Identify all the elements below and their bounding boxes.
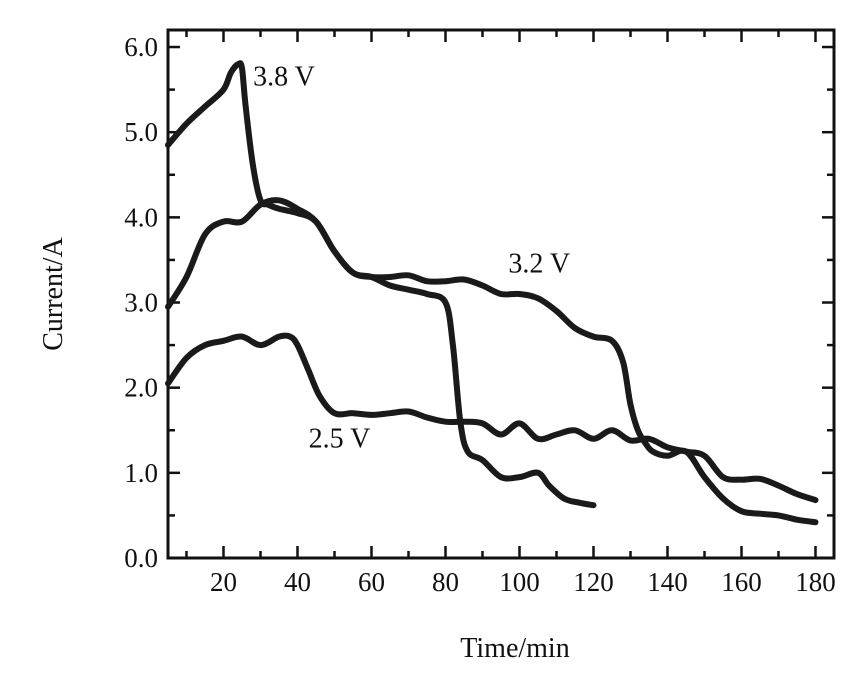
y-tick-label: 5.0 xyxy=(124,117,158,147)
series-label: 2.5 V xyxy=(309,423,371,454)
x-tick-label: 100 xyxy=(499,567,540,597)
y-tick-label: 3.0 xyxy=(124,288,158,318)
x-axis-title: Time/min xyxy=(460,633,569,664)
y-axis-title: Current/A xyxy=(38,236,69,350)
x-tick-label: 160 xyxy=(721,567,762,597)
y-tick-label: 0.0 xyxy=(124,543,158,573)
series-lines xyxy=(165,60,819,526)
x-tick-label: 120 xyxy=(573,567,614,597)
series-labels: 3.8 V 3.2 V 2.5 V xyxy=(253,61,570,454)
x-tick-label: 80 xyxy=(432,567,459,597)
axis-ticks xyxy=(168,30,834,560)
x-tick-label: 20 xyxy=(210,567,237,597)
y-tick-label: 6.0 xyxy=(124,32,158,62)
x-tick-label: 140 xyxy=(647,567,688,597)
x-tick-label: 40 xyxy=(284,567,311,597)
axis-tick-labels: 20 40 60 80 100 120 140 160 180 0.0 1.0 2.0 3.0 4.0 5.… xyxy=(124,32,836,597)
series-line-3-2-v xyxy=(165,197,819,526)
y-tick-label: 1.0 xyxy=(124,458,158,488)
series-line-3-8-v xyxy=(165,60,597,509)
x-tick-label: 180 xyxy=(795,567,836,597)
series-line-2-5-v xyxy=(165,332,819,504)
x-tick-label: 60 xyxy=(358,567,385,597)
plot-frame xyxy=(166,28,836,560)
y-tick-label: 2.0 xyxy=(124,373,158,403)
series-label: 3.2 V xyxy=(508,249,570,280)
y-tick-label: 4.0 xyxy=(124,202,158,232)
series-label: 3.8 V xyxy=(253,61,315,92)
